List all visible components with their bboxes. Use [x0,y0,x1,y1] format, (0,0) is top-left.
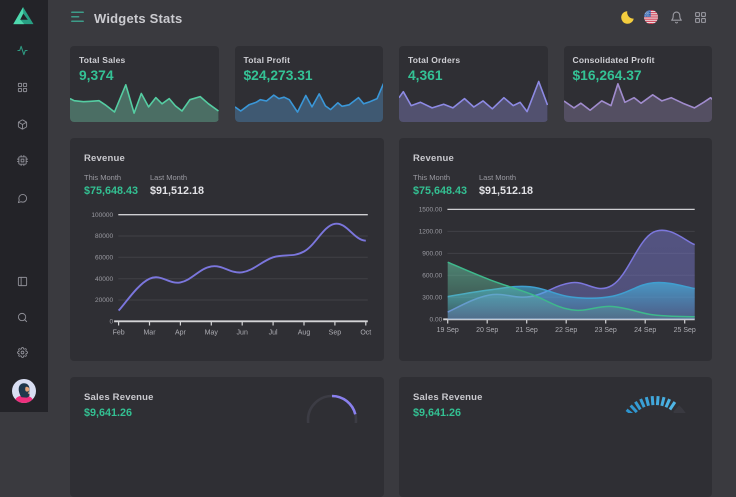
svg-text:1500.00: 1500.00 [419,207,443,214]
svg-text:900.00: 900.00 [422,251,442,258]
svg-text:20 Sep: 20 Sep [476,327,498,334]
svg-text:24 Sep: 24 Sep [634,327,656,334]
svg-text:Aug: Aug [298,330,311,337]
svg-text:19 Sep: 19 Sep [437,327,459,334]
svg-text:40000: 40000 [95,276,113,283]
svg-text:Oct: Oct [360,330,371,337]
svg-text:23 Sep: 23 Sep [595,327,617,334]
svg-text:80000: 80000 [95,233,113,240]
svg-text:25 Sep: 25 Sep [674,327,696,334]
svg-text:0: 0 [109,319,113,326]
svg-text:Feb: Feb [113,330,125,337]
svg-text:600.00: 600.00 [422,273,442,280]
svg-text:22 Sep: 22 Sep [555,327,577,334]
svg-text:300.00: 300.00 [422,295,442,302]
svg-text:Sep: Sep [329,330,342,337]
svg-text:Apr: Apr [175,330,187,337]
svg-text:Mar: Mar [143,330,156,337]
svg-text:100000: 100000 [91,212,113,219]
svg-text:Jun: Jun [237,330,248,337]
svg-text:0.00: 0.00 [430,317,443,324]
svg-text:21 Sep: 21 Sep [516,327,538,334]
svg-text:60000: 60000 [95,255,113,262]
svg-text:Jul: Jul [269,330,278,337]
svg-text:1200.00: 1200.00 [419,229,443,236]
svg-text:May: May [205,330,219,337]
svg-text:20000: 20000 [95,297,113,304]
